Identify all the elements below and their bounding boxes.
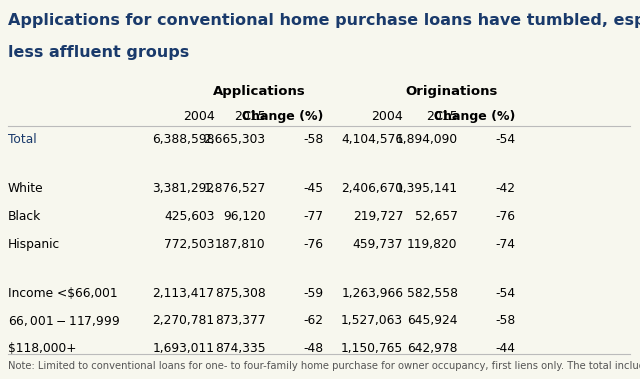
Text: 2015: 2015 xyxy=(426,110,458,123)
Text: -76: -76 xyxy=(303,238,323,251)
Text: 6,388,598: 6,388,598 xyxy=(152,133,214,146)
Text: -58: -58 xyxy=(495,314,515,327)
Text: 52,657: 52,657 xyxy=(415,210,458,223)
Text: 772,503: 772,503 xyxy=(164,238,214,251)
Text: 2004: 2004 xyxy=(371,110,403,123)
Text: -54: -54 xyxy=(495,133,515,146)
Text: 3,381,292: 3,381,292 xyxy=(152,182,214,195)
Text: 2015: 2015 xyxy=(234,110,266,123)
Text: 425,603: 425,603 xyxy=(164,210,214,223)
Text: 642,978: 642,978 xyxy=(407,342,458,355)
Text: 875,308: 875,308 xyxy=(215,287,266,299)
Text: 2,406,670: 2,406,670 xyxy=(341,182,403,195)
Text: -76: -76 xyxy=(495,210,515,223)
Text: 187,810: 187,810 xyxy=(215,238,266,251)
Text: 96,120: 96,120 xyxy=(223,210,266,223)
Text: -74: -74 xyxy=(495,238,515,251)
Text: Applications: Applications xyxy=(213,85,305,98)
Text: 2,113,417: 2,113,417 xyxy=(152,287,214,299)
Text: less affluent groups: less affluent groups xyxy=(8,45,189,61)
Text: 1,894,090: 1,894,090 xyxy=(396,133,458,146)
Text: -58: -58 xyxy=(303,133,323,146)
Text: 119,820: 119,820 xyxy=(407,238,458,251)
Text: -42: -42 xyxy=(495,182,515,195)
Text: -59: -59 xyxy=(303,287,323,299)
Text: 1,395,141: 1,395,141 xyxy=(396,182,458,195)
Text: Note: Limited to conventional loans for one- to four-family home purchase for ow: Note: Limited to conventional loans for … xyxy=(8,361,640,371)
Text: Hispanic: Hispanic xyxy=(8,238,60,251)
Text: 873,377: 873,377 xyxy=(215,314,266,327)
Text: Change (%): Change (%) xyxy=(242,110,323,123)
Text: $118,000+: $118,000+ xyxy=(8,342,76,355)
Text: 1,150,765: 1,150,765 xyxy=(341,342,403,355)
Text: Total: Total xyxy=(8,133,36,146)
Text: Income <$66,001: Income <$66,001 xyxy=(8,287,117,299)
Text: -48: -48 xyxy=(303,342,323,355)
Text: 219,727: 219,727 xyxy=(353,210,403,223)
Text: 1,527,063: 1,527,063 xyxy=(341,314,403,327)
Text: $66,001-$117,999: $66,001-$117,999 xyxy=(8,314,120,328)
Text: Applications for conventional home purchase loans have tumbled, especially among: Applications for conventional home purch… xyxy=(8,13,640,28)
Text: Originations: Originations xyxy=(405,85,497,98)
Text: 2004: 2004 xyxy=(182,110,214,123)
Text: 2,270,781: 2,270,781 xyxy=(152,314,214,327)
Text: -77: -77 xyxy=(303,210,323,223)
Text: 1,693,011: 1,693,011 xyxy=(152,342,214,355)
Text: -44: -44 xyxy=(495,342,515,355)
Text: 459,737: 459,737 xyxy=(353,238,403,251)
Text: -45: -45 xyxy=(303,182,323,195)
Text: 1,876,527: 1,876,527 xyxy=(204,182,266,195)
Text: White: White xyxy=(8,182,44,195)
Text: 1,263,966: 1,263,966 xyxy=(341,287,403,299)
Text: 4,104,576: 4,104,576 xyxy=(341,133,403,146)
Text: 874,335: 874,335 xyxy=(215,342,266,355)
Text: -62: -62 xyxy=(303,314,323,327)
Text: 2,665,303: 2,665,303 xyxy=(204,133,266,146)
Text: Black: Black xyxy=(8,210,41,223)
Text: Change (%): Change (%) xyxy=(434,110,515,123)
Text: -54: -54 xyxy=(495,287,515,299)
Text: 582,558: 582,558 xyxy=(406,287,458,299)
Text: 645,924: 645,924 xyxy=(407,314,458,327)
